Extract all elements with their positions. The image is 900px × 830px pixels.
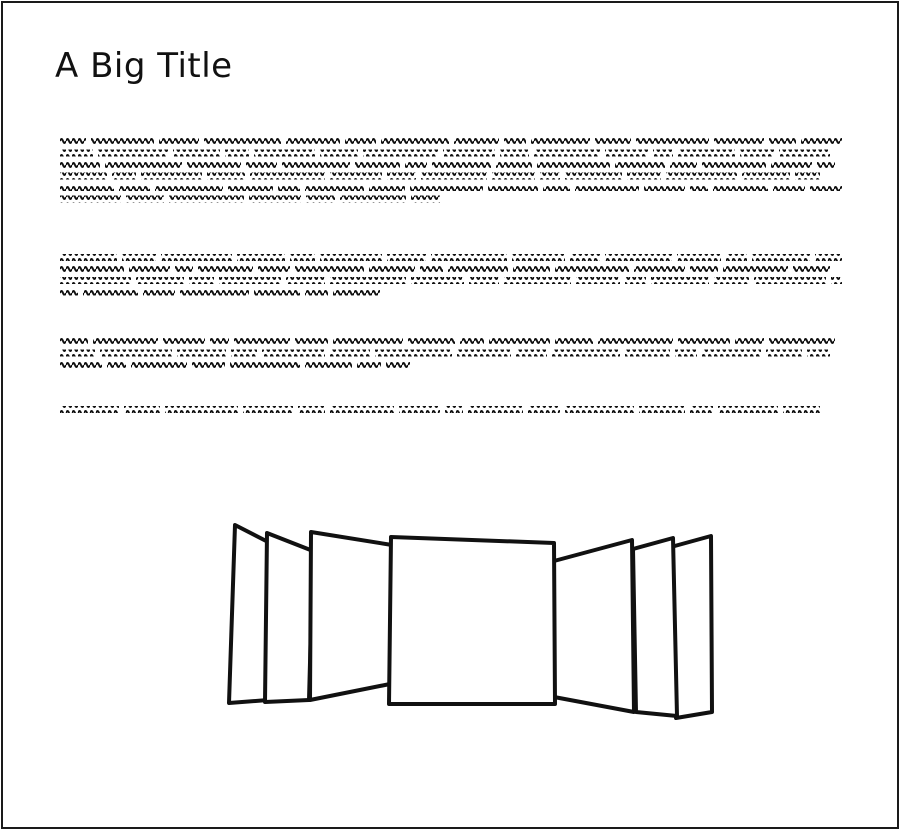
coverflow-card-center[interactable] bbox=[387, 535, 557, 706]
coverflow-card-left-2[interactable] bbox=[263, 531, 315, 704]
coverflow-card-left-1[interactable] bbox=[308, 530, 394, 702]
coverflow-card-right-1[interactable] bbox=[552, 538, 636, 714]
page-title: A Big Title bbox=[55, 46, 233, 86]
coverflow-card-right-2[interactable] bbox=[631, 536, 679, 718]
